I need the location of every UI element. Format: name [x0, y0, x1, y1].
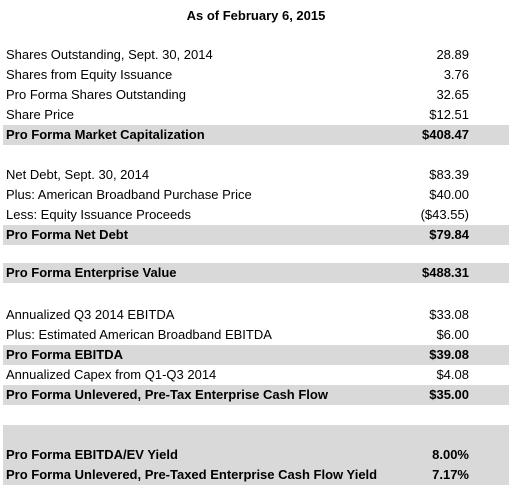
- table-row: Plus: American Broadband Purchase Price …: [3, 185, 509, 205]
- total-row-cash-flow: Pro Forma Unlevered, Pre-Tax Enterprise …: [3, 385, 509, 405]
- row-value: $40.00: [429, 187, 469, 202]
- row-value: $4.08: [436, 367, 469, 382]
- row-label: Pro Forma EBITDA/EV Yield: [6, 447, 178, 462]
- row-label: Pro Forma Unlevered, Pre-Taxed Enterpris…: [6, 467, 378, 482]
- table-row: Share Price $12.51: [3, 105, 509, 125]
- row-label: Pro Forma Shares Outstanding: [6, 87, 186, 102]
- total-row-market-cap: Pro Forma Market Capitalization $408.47: [3, 125, 509, 145]
- total-row-net-debt: Pro Forma Net Debt $79.84: [3, 225, 509, 245]
- row-value: $39.08: [429, 347, 469, 362]
- row-value: $6.00: [436, 327, 469, 342]
- total-row-enterprise-value: Pro Forma Enterprise Value $488.31: [3, 263, 509, 283]
- row-value: ($43.55): [420, 207, 469, 222]
- row-value: 8.00%: [432, 447, 469, 462]
- table-row: Net Debt, Sept. 30, 2014 $83.39: [3, 165, 509, 185]
- row-value: 28.89: [436, 47, 469, 62]
- table-row: Shares Outstanding, Sept. 30, 2014 28.89: [3, 45, 509, 65]
- row-label: Annualized Capex from Q1-Q3 2014: [6, 367, 217, 382]
- table-row: Annualized Capex from Q1-Q3 2014 $4.08: [3, 365, 509, 385]
- row-label: Plus: American Broadband Purchase Price: [6, 187, 252, 202]
- total-row-cash-flow-yield: Pro Forma Unlevered, Pre-Taxed Enterpris…: [3, 465, 509, 485]
- total-row-ebitda: Pro Forma EBITDA $39.08: [3, 345, 509, 365]
- row-value: $35.00: [429, 387, 469, 402]
- table-row: Pro Forma Shares Outstanding 32.65: [3, 85, 509, 105]
- table-row: Annualized Q3 2014 EBITDA $33.08: [3, 305, 509, 325]
- row-label: Pro Forma Enterprise Value: [6, 265, 177, 280]
- row-value: $12.51: [429, 107, 469, 122]
- row-label: Pro Forma Market Capitalization: [6, 127, 205, 142]
- row-label: Pro Forma EBITDA: [6, 347, 124, 362]
- row-value: $79.84: [429, 227, 469, 242]
- row-label: Pro Forma Unlevered, Pre-Tax Enterprise …: [6, 387, 328, 402]
- row-label: Annualized Q3 2014 EBITDA: [6, 307, 175, 322]
- separator-band: [3, 425, 509, 445]
- row-value: $488.31: [422, 265, 469, 280]
- row-label: Plus: Estimated American Broadband EBITD…: [6, 327, 272, 342]
- row-label: Share Price: [6, 107, 74, 122]
- row-value: $33.08: [429, 307, 469, 322]
- row-label: Shares Outstanding, Sept. 30, 2014: [6, 47, 213, 62]
- row-label: Shares from Equity Issuance: [6, 67, 173, 82]
- table-title: As of February 6, 2015: [186, 8, 326, 23]
- row-label: Pro Forma Net Debt: [6, 227, 129, 242]
- table-row: Less: Equity Issuance Proceeds ($43.55): [3, 205, 509, 225]
- row-label: Net Debt, Sept. 30, 2014: [6, 167, 150, 182]
- row-label: Less: Equity Issuance Proceeds: [6, 207, 191, 222]
- total-row-ebitda-ev-yield: Pro Forma EBITDA/EV Yield 8.00%: [3, 445, 509, 465]
- table-row: Shares from Equity Issuance 3.76: [3, 65, 509, 85]
- row-value: 7.17%: [432, 467, 469, 482]
- row-value: $408.47: [422, 127, 469, 142]
- row-value: $83.39: [429, 167, 469, 182]
- table-row: Plus: Estimated American Broadband EBITD…: [3, 325, 509, 345]
- row-value: 32.65: [436, 87, 469, 102]
- row-value: 3.76: [443, 67, 469, 82]
